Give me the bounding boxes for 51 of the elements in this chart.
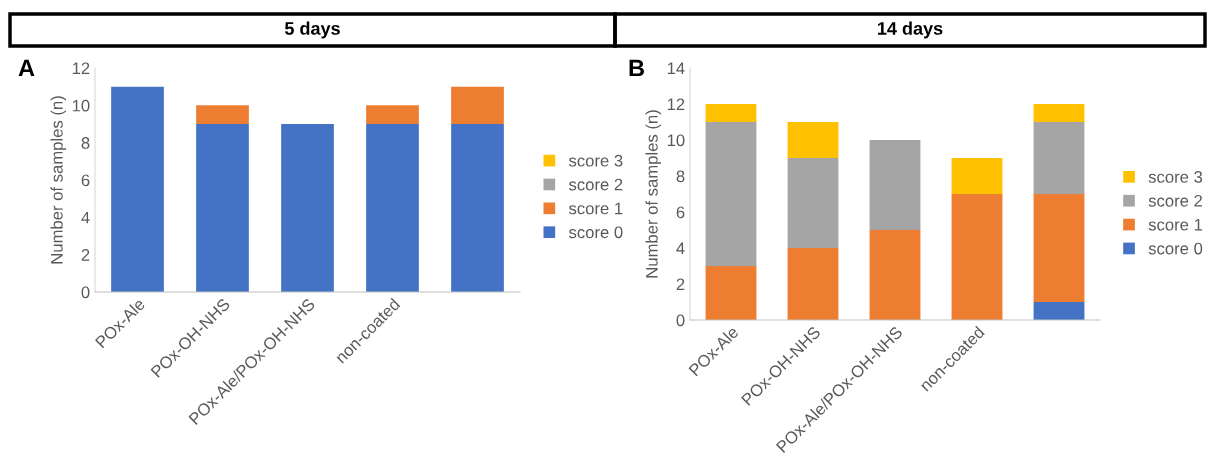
bar (1033, 194, 1085, 302)
legend-label: score 0 (568, 226, 623, 239)
legend-label: score 2 (1148, 194, 1203, 207)
text: B (629, 59, 644, 77)
y-tick-label: 4 (81, 211, 90, 224)
bar (196, 105, 249, 124)
bar (951, 194, 1003, 320)
legend-label: score 1 (568, 202, 623, 215)
chart-title: 14 days (878, 21, 943, 39)
legend-label: score 3 (568, 154, 623, 167)
bar (787, 122, 839, 158)
y-tick-label: 8 (81, 137, 90, 149)
y-tick-label: 10 (72, 99, 90, 112)
y-tick-label: 6 (676, 206, 685, 219)
legend-label: score 3 (1148, 171, 1203, 183)
legend-label: score 0 (1148, 242, 1203, 255)
bar (196, 124, 249, 292)
bar (705, 122, 757, 266)
bar (869, 140, 921, 230)
bar (451, 124, 504, 292)
bar (1033, 302, 1085, 320)
bar (111, 86, 164, 292)
bar (451, 86, 504, 124)
y-tick-label: 2 (676, 278, 685, 291)
bar (869, 230, 921, 320)
bar (366, 105, 419, 124)
y-axis-title: Number of samples (n) (50, 96, 67, 264)
bar (1033, 122, 1085, 194)
y-tick-label: 12 (72, 62, 90, 75)
y-tick-label: 10 (667, 134, 685, 147)
y-tick-label: 8 (676, 170, 685, 183)
y-tick-label: 14 (667, 62, 685, 75)
y-tick-label: 0 (81, 286, 90, 299)
y-tick-label: 2 (81, 249, 90, 261)
bar (951, 158, 1003, 194)
y-axis-title: Number of samples (n) (645, 110, 662, 278)
bar (787, 248, 839, 320)
y-tick-label: 12 (667, 98, 685, 111)
bar (1033, 104, 1085, 122)
y-tick-label: 0 (676, 314, 685, 327)
y-tick-label: 6 (81, 174, 90, 187)
text: A (18, 59, 35, 77)
bar (281, 124, 334, 292)
y-tick-label: 4 (676, 242, 685, 255)
bar (705, 266, 757, 320)
legend-label: score 2 (568, 178, 623, 191)
bar (366, 124, 419, 292)
legend-label: score 1 (1148, 218, 1203, 231)
bar (787, 158, 839, 248)
bar (705, 104, 757, 122)
chart-title: 5 days (284, 21, 340, 39)
